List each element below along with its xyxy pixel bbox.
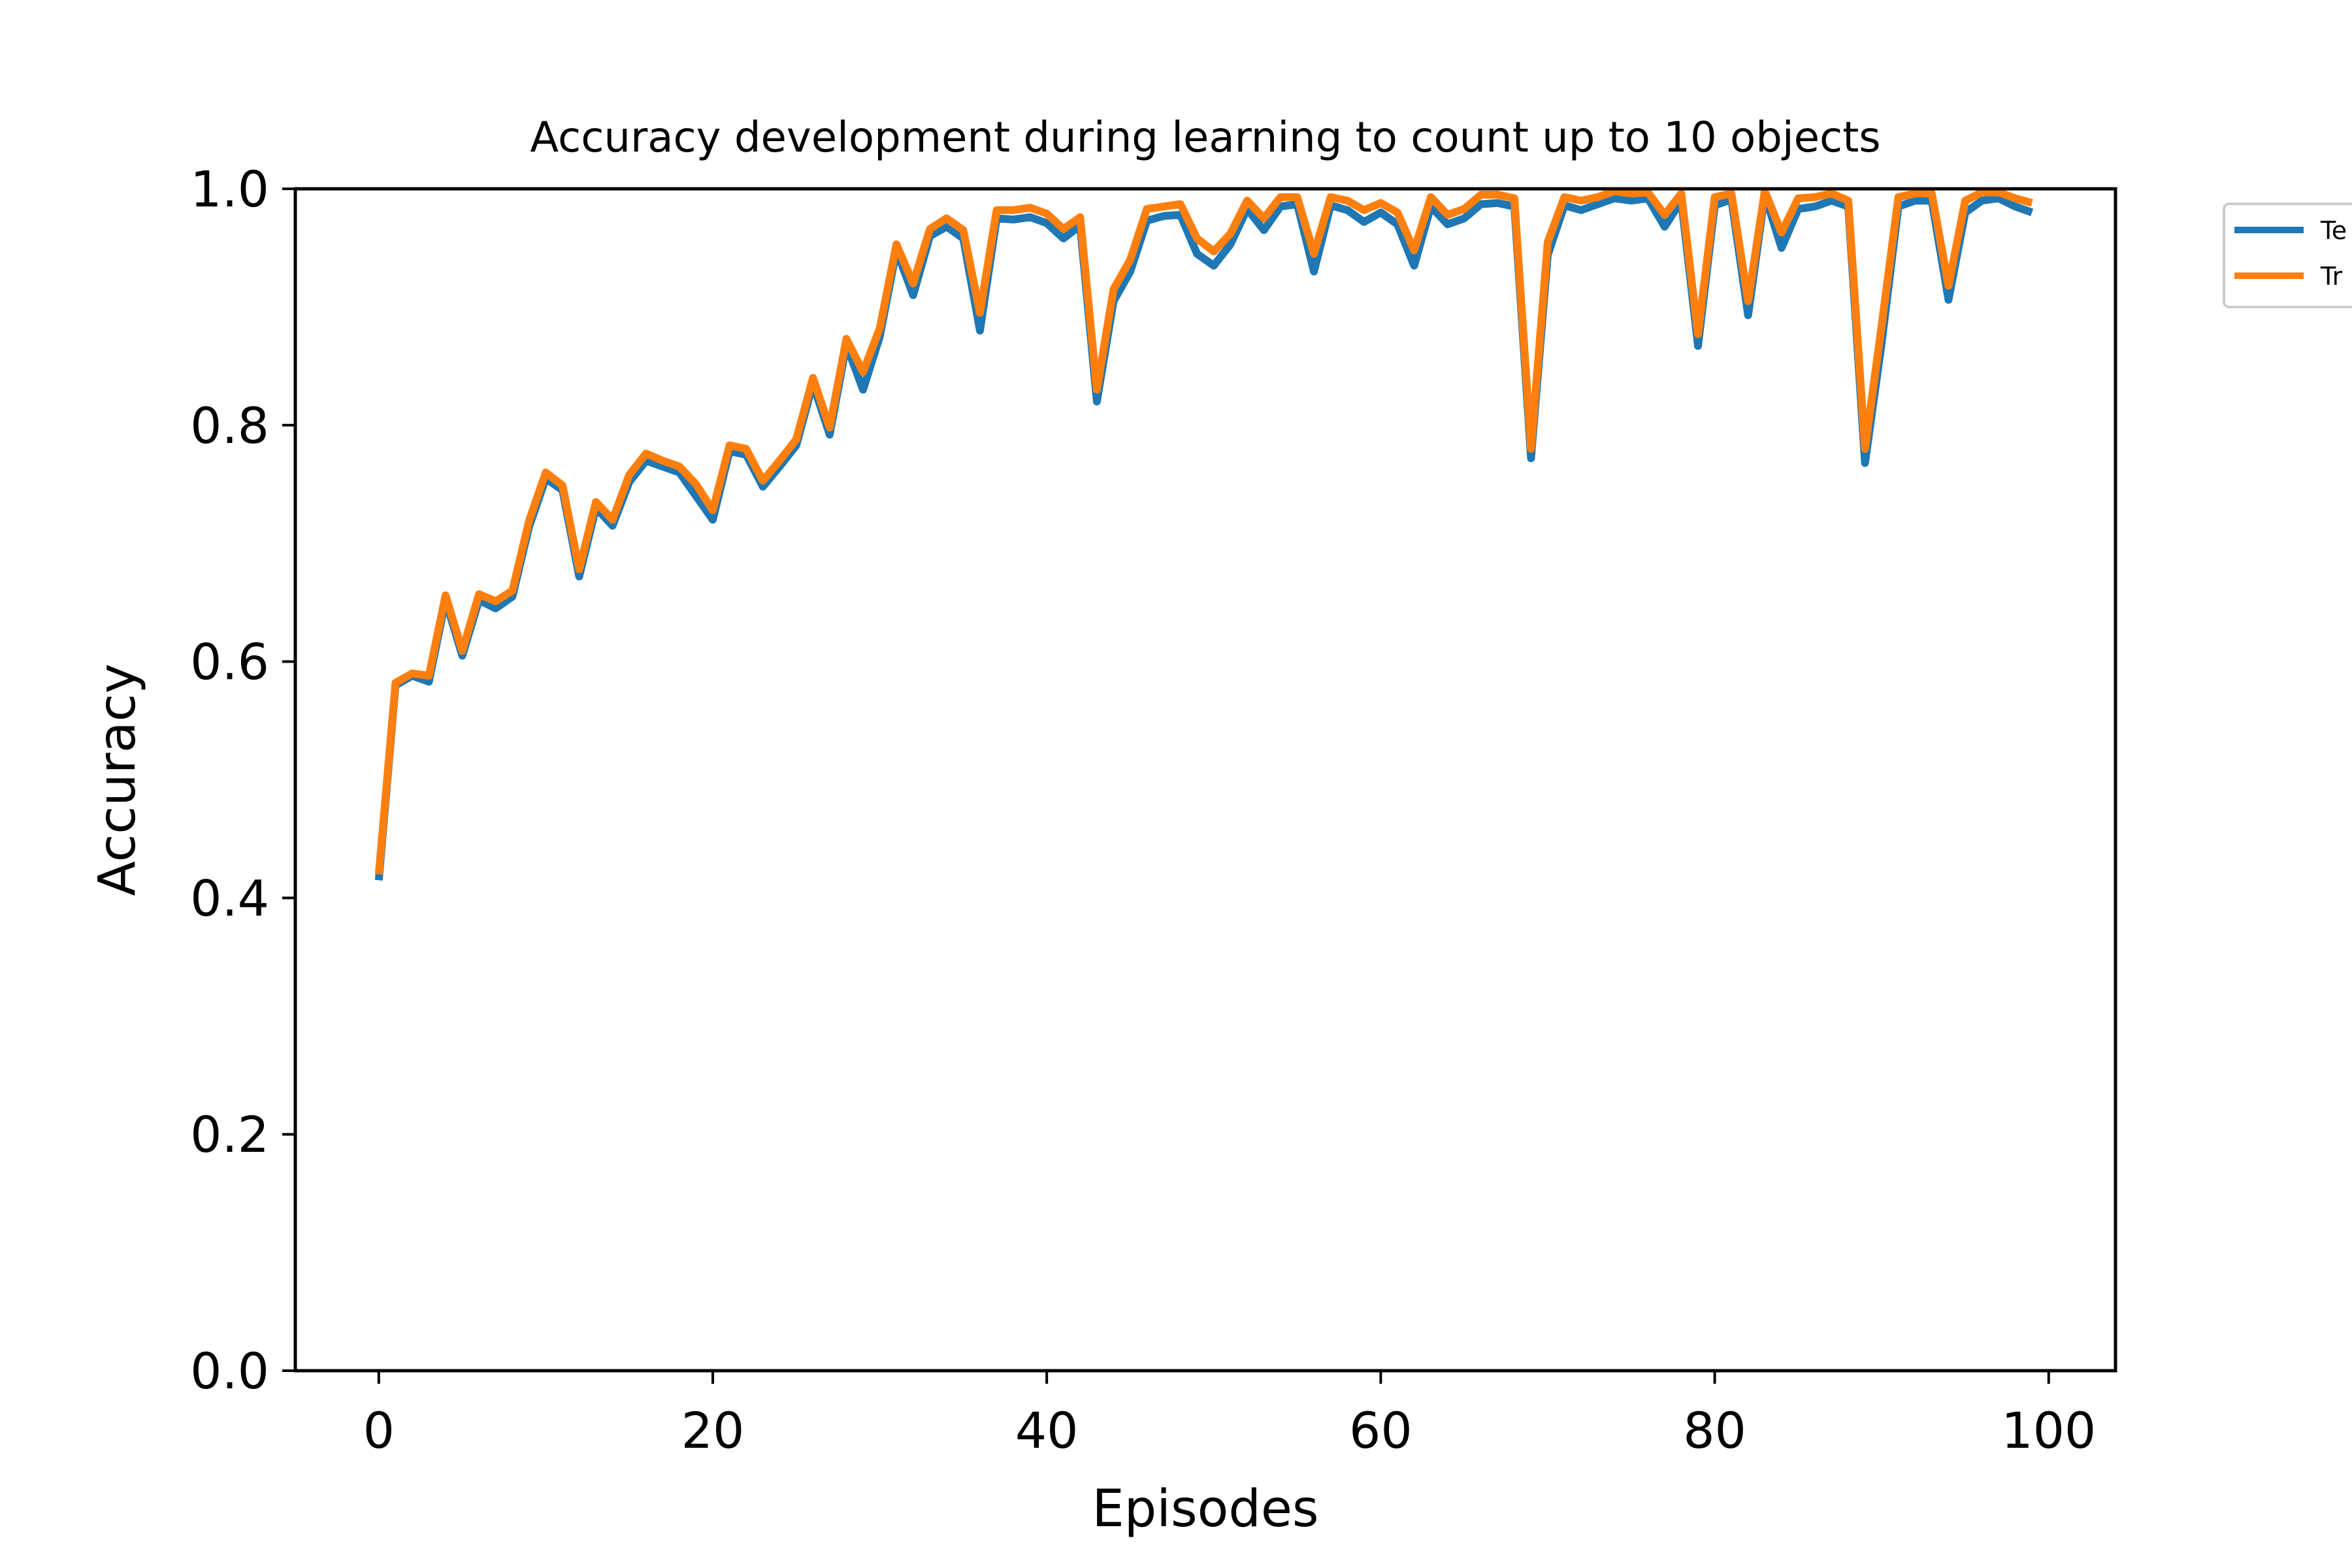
x-axis-title: Episodes [1092, 1480, 1319, 1539]
x-tick-label: 0 [363, 1401, 395, 1460]
series-line-2 [374, 189, 2033, 875]
x-tick-label: 100 [2001, 1401, 2096, 1460]
legend-label-2: Tr [2320, 262, 2343, 291]
y-axis-ticks: 0.0 0.2 0.4 0.6 0.8 1.0 [190, 160, 295, 1400]
x-tick-label: 40 [1015, 1401, 1079, 1460]
plot-lines [374, 189, 2034, 881]
y-axis-title: Accuracy [88, 663, 147, 896]
y-tick-label: 0.2 [190, 1105, 269, 1164]
x-tick-label: 60 [1349, 1401, 1413, 1460]
legend-label-1: Te [2320, 216, 2347, 245]
legend: Te Tr [2223, 203, 2352, 308]
y-tick-label: 0.0 [190, 1342, 269, 1400]
chart-title: Accuracy development during learning to … [530, 114, 1880, 162]
y-tick-label: 0.8 [190, 397, 269, 455]
x-tick-label: 80 [1683, 1401, 1746, 1460]
x-axis-ticks: 0 20 40 60 80 100 [363, 1371, 2096, 1460]
y-tick-label: 0.4 [190, 869, 269, 927]
y-tick-label: 1.0 [190, 160, 269, 218]
x-tick-label: 20 [681, 1401, 745, 1460]
plot-frame [293, 187, 2117, 1373]
y-tick-label: 0.6 [190, 633, 269, 691]
series-line-1 [374, 191, 2034, 881]
